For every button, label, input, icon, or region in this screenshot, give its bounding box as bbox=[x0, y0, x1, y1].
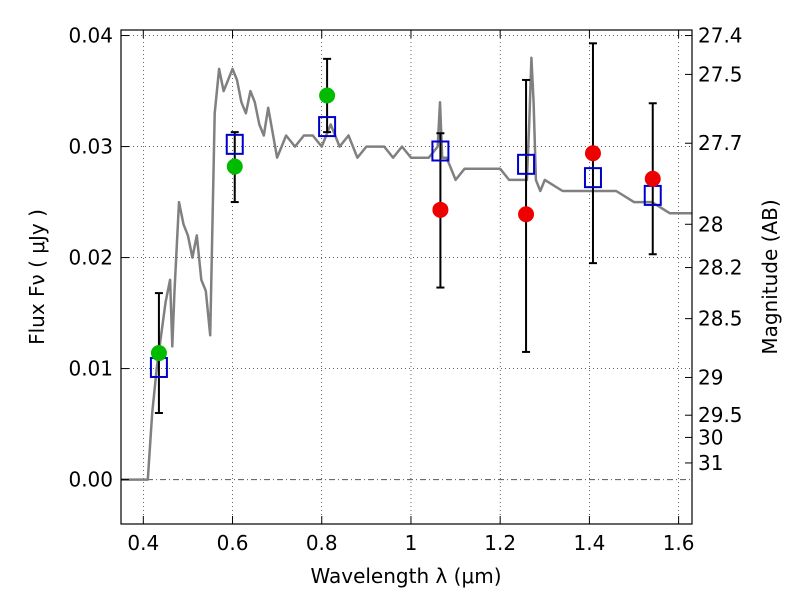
red-point bbox=[584, 145, 601, 162]
green-point bbox=[319, 87, 336, 104]
red-point bbox=[432, 201, 449, 218]
x-tick-label: 0.8 bbox=[306, 531, 338, 555]
mag-tick-label: 28 bbox=[698, 212, 723, 236]
tick-layer: 0.4 0.6 0.8 1 1.2 1.4 1.6 0.00 0.01 0.02 0.03 0.04 2… bbox=[68, 24, 742, 555]
y-tick-label: 0.01 bbox=[68, 357, 113, 381]
mag-tick-label: 27.4 bbox=[698, 24, 743, 48]
y-tick-label: 0.00 bbox=[68, 468, 113, 492]
square-marker bbox=[517, 153, 536, 175]
marker-layer bbox=[149, 87, 662, 378]
y-tick-label: 0.02 bbox=[68, 246, 113, 270]
y2-axis-label: Magnitude (AB) bbox=[758, 199, 782, 354]
red-point bbox=[644, 170, 661, 187]
mag-tick-label: 27.5 bbox=[698, 62, 743, 86]
square-marker bbox=[318, 116, 337, 138]
green-point bbox=[226, 158, 243, 175]
mag-tick-label: 29 bbox=[698, 365, 723, 389]
x-tick-label: 1.4 bbox=[573, 531, 605, 555]
mag-tick-label: 28.5 bbox=[698, 307, 743, 331]
x-tick-label: 0.6 bbox=[217, 531, 249, 555]
mag-tick-label: 27.7 bbox=[698, 131, 743, 155]
mag-tick-label: 29.5 bbox=[698, 403, 743, 427]
square-marker bbox=[225, 133, 244, 155]
green-point bbox=[150, 345, 167, 362]
y-tick-label: 0.03 bbox=[68, 135, 113, 159]
mag-tick-label: 28.2 bbox=[698, 256, 743, 280]
y-axis-label: Flux Fν ( μJy ) bbox=[25, 209, 49, 345]
red-point bbox=[518, 206, 535, 223]
x-tick-label: 1.2 bbox=[484, 531, 516, 555]
mag-tick-label: 30 bbox=[698, 425, 723, 449]
plot-frame bbox=[120, 29, 693, 525]
x-axis-label: Wavelength λ (μm) bbox=[310, 564, 501, 588]
x-tick-label: 0.4 bbox=[127, 531, 159, 555]
y-tick-label: 0.04 bbox=[68, 24, 113, 48]
x-tick-label: 1.6 bbox=[663, 531, 695, 555]
plot-area bbox=[121, 30, 692, 524]
square-marker bbox=[583, 167, 602, 189]
square-marker bbox=[431, 140, 450, 162]
mag-tick-label: 31 bbox=[698, 451, 723, 475]
x-tick-label: 1 bbox=[405, 531, 418, 555]
